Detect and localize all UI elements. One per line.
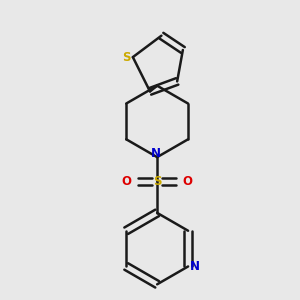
Text: O: O — [122, 175, 132, 188]
Text: O: O — [183, 175, 193, 188]
Text: S: S — [153, 175, 161, 188]
Text: N: N — [190, 260, 200, 273]
Text: N: N — [151, 147, 161, 160]
Text: S: S — [122, 51, 131, 64]
